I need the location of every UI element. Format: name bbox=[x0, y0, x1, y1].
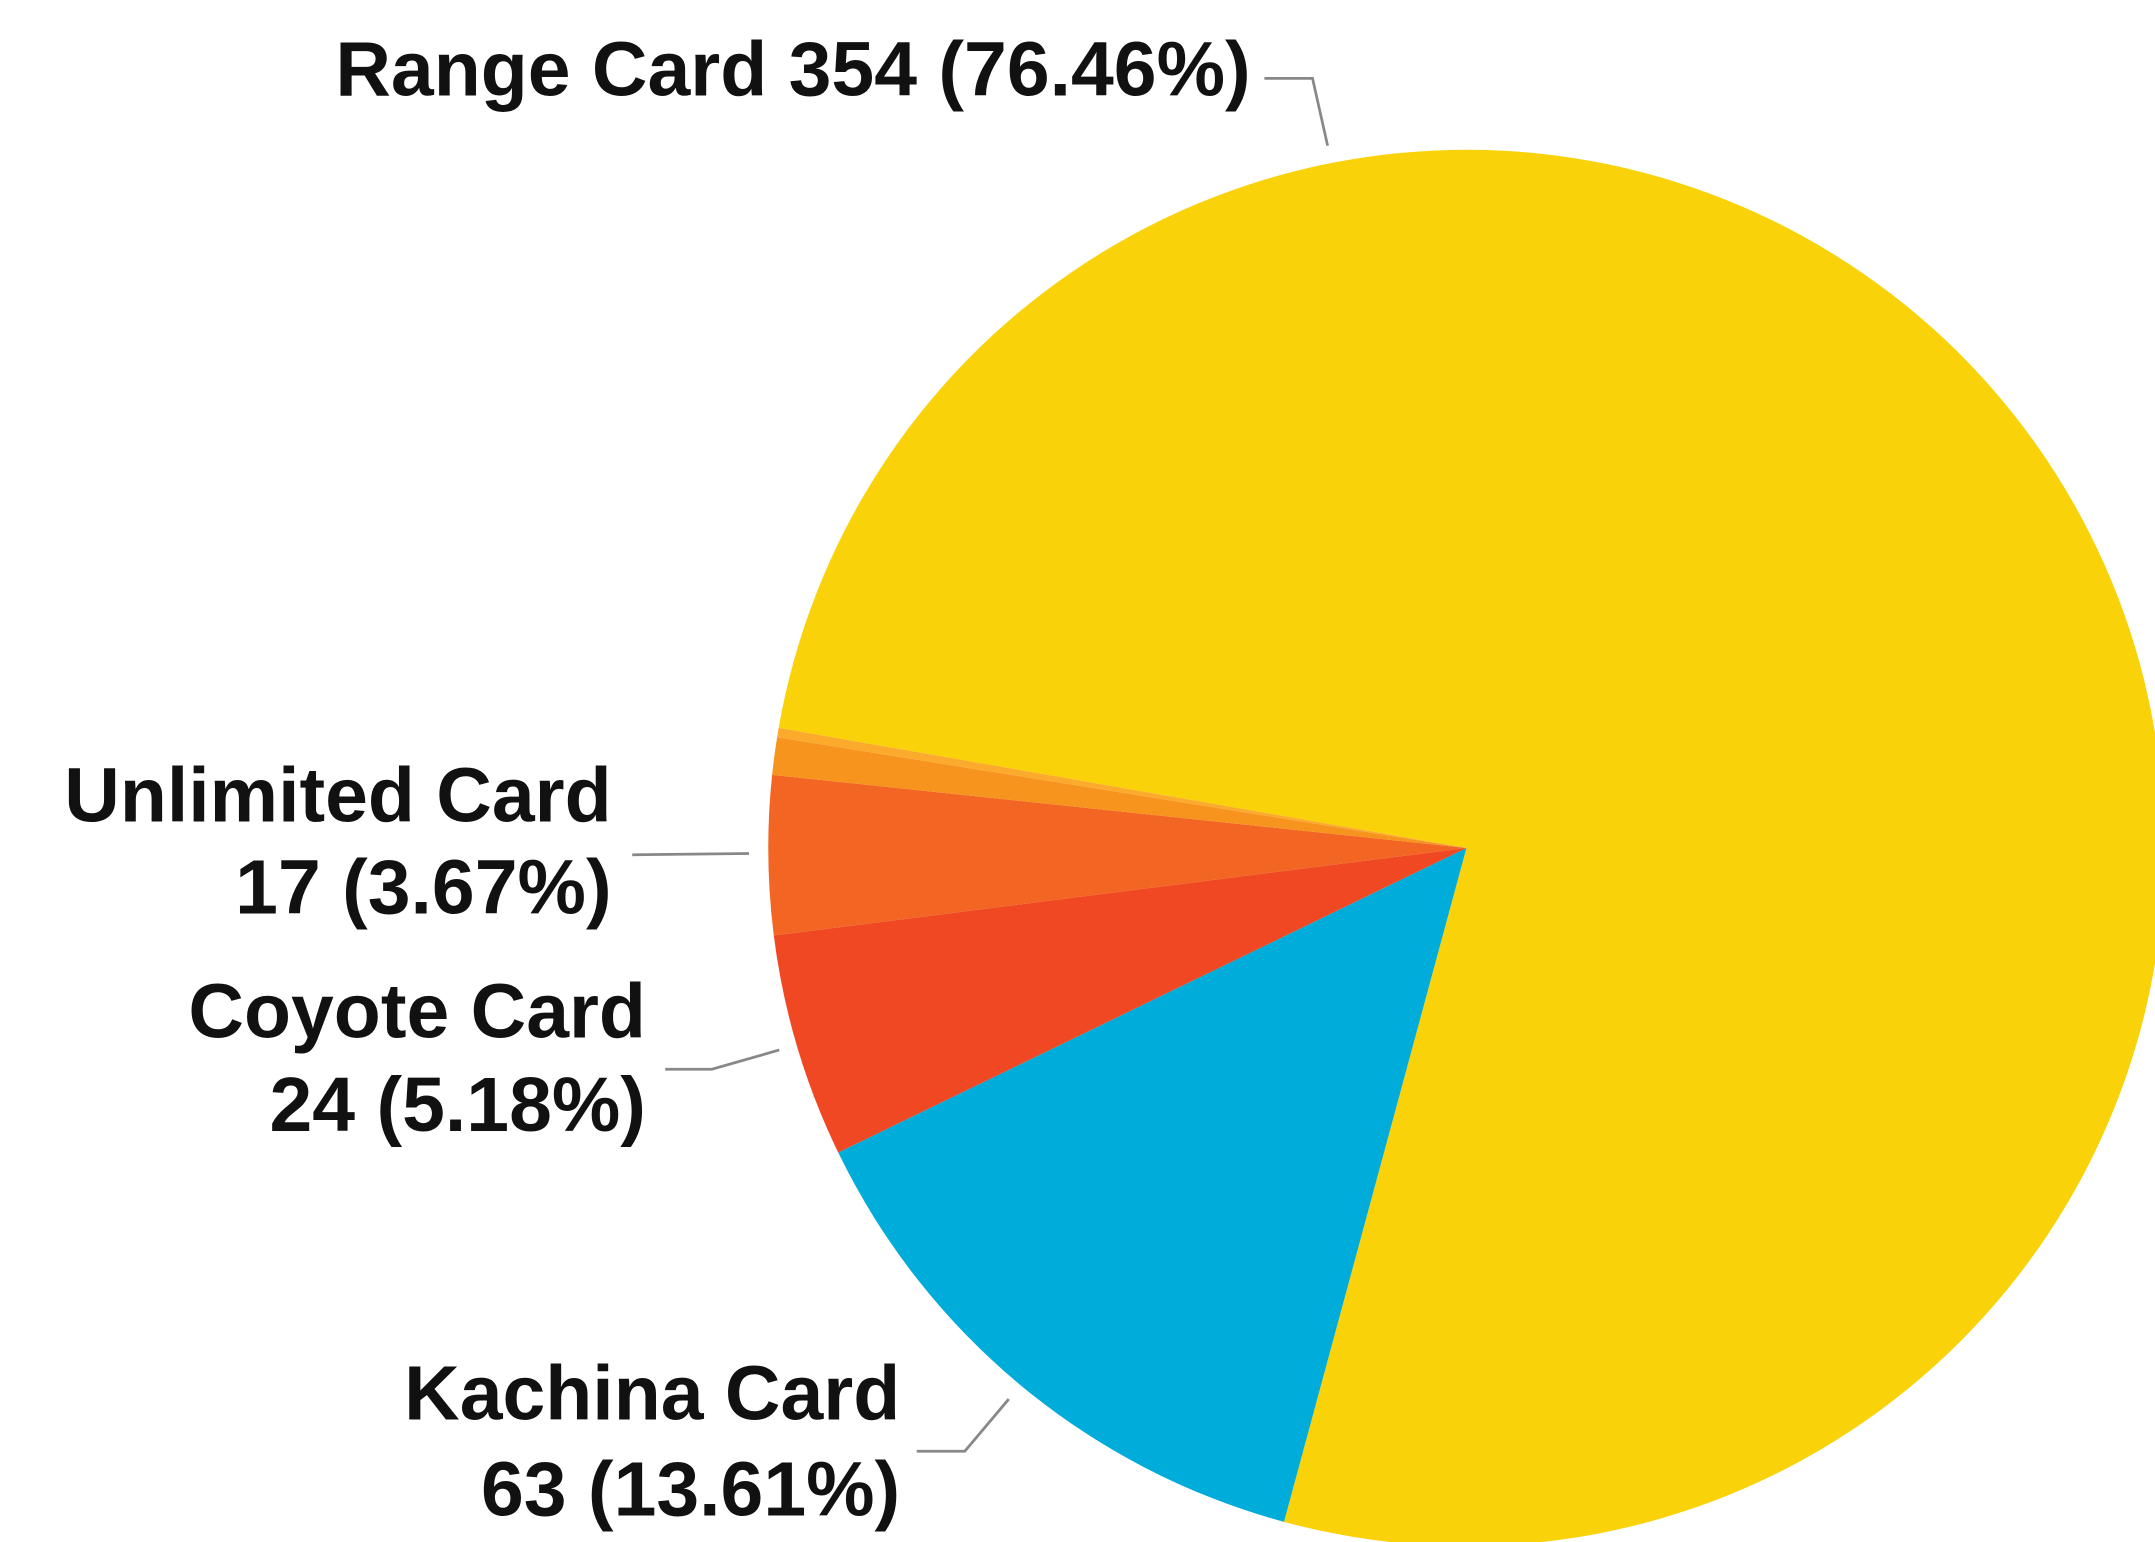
pie-slice bbox=[838, 847, 1467, 1522]
slice-value: 24 (5.18%) bbox=[270, 1062, 646, 1148]
leader-line bbox=[632, 852, 750, 857]
slice-value: 17 (3.67%) bbox=[235, 845, 611, 931]
pie-slice bbox=[773, 847, 1467, 1153]
slice-value: 354 (76.46%) bbox=[789, 27, 1251, 113]
pie-slice bbox=[772, 737, 1467, 848]
slice-category: Kachina Card bbox=[404, 1350, 900, 1436]
slice-category: Coyote Card bbox=[188, 968, 646, 1054]
leader-line bbox=[665, 1048, 780, 1071]
leader-line bbox=[1264, 76, 1329, 146]
leader-line bbox=[916, 1398, 1010, 1453]
slice-category: Unlimited Card bbox=[64, 753, 611, 839]
pie-slice bbox=[777, 727, 1467, 848]
pie-slice bbox=[768, 774, 1467, 936]
slice-value: 63 (13.61%) bbox=[481, 1447, 900, 1533]
slice-category: Range Card bbox=[335, 27, 767, 113]
pie-slice bbox=[778, 149, 2155, 1542]
slice-label: Range Card 354 (76.46%) bbox=[335, 27, 1250, 113]
